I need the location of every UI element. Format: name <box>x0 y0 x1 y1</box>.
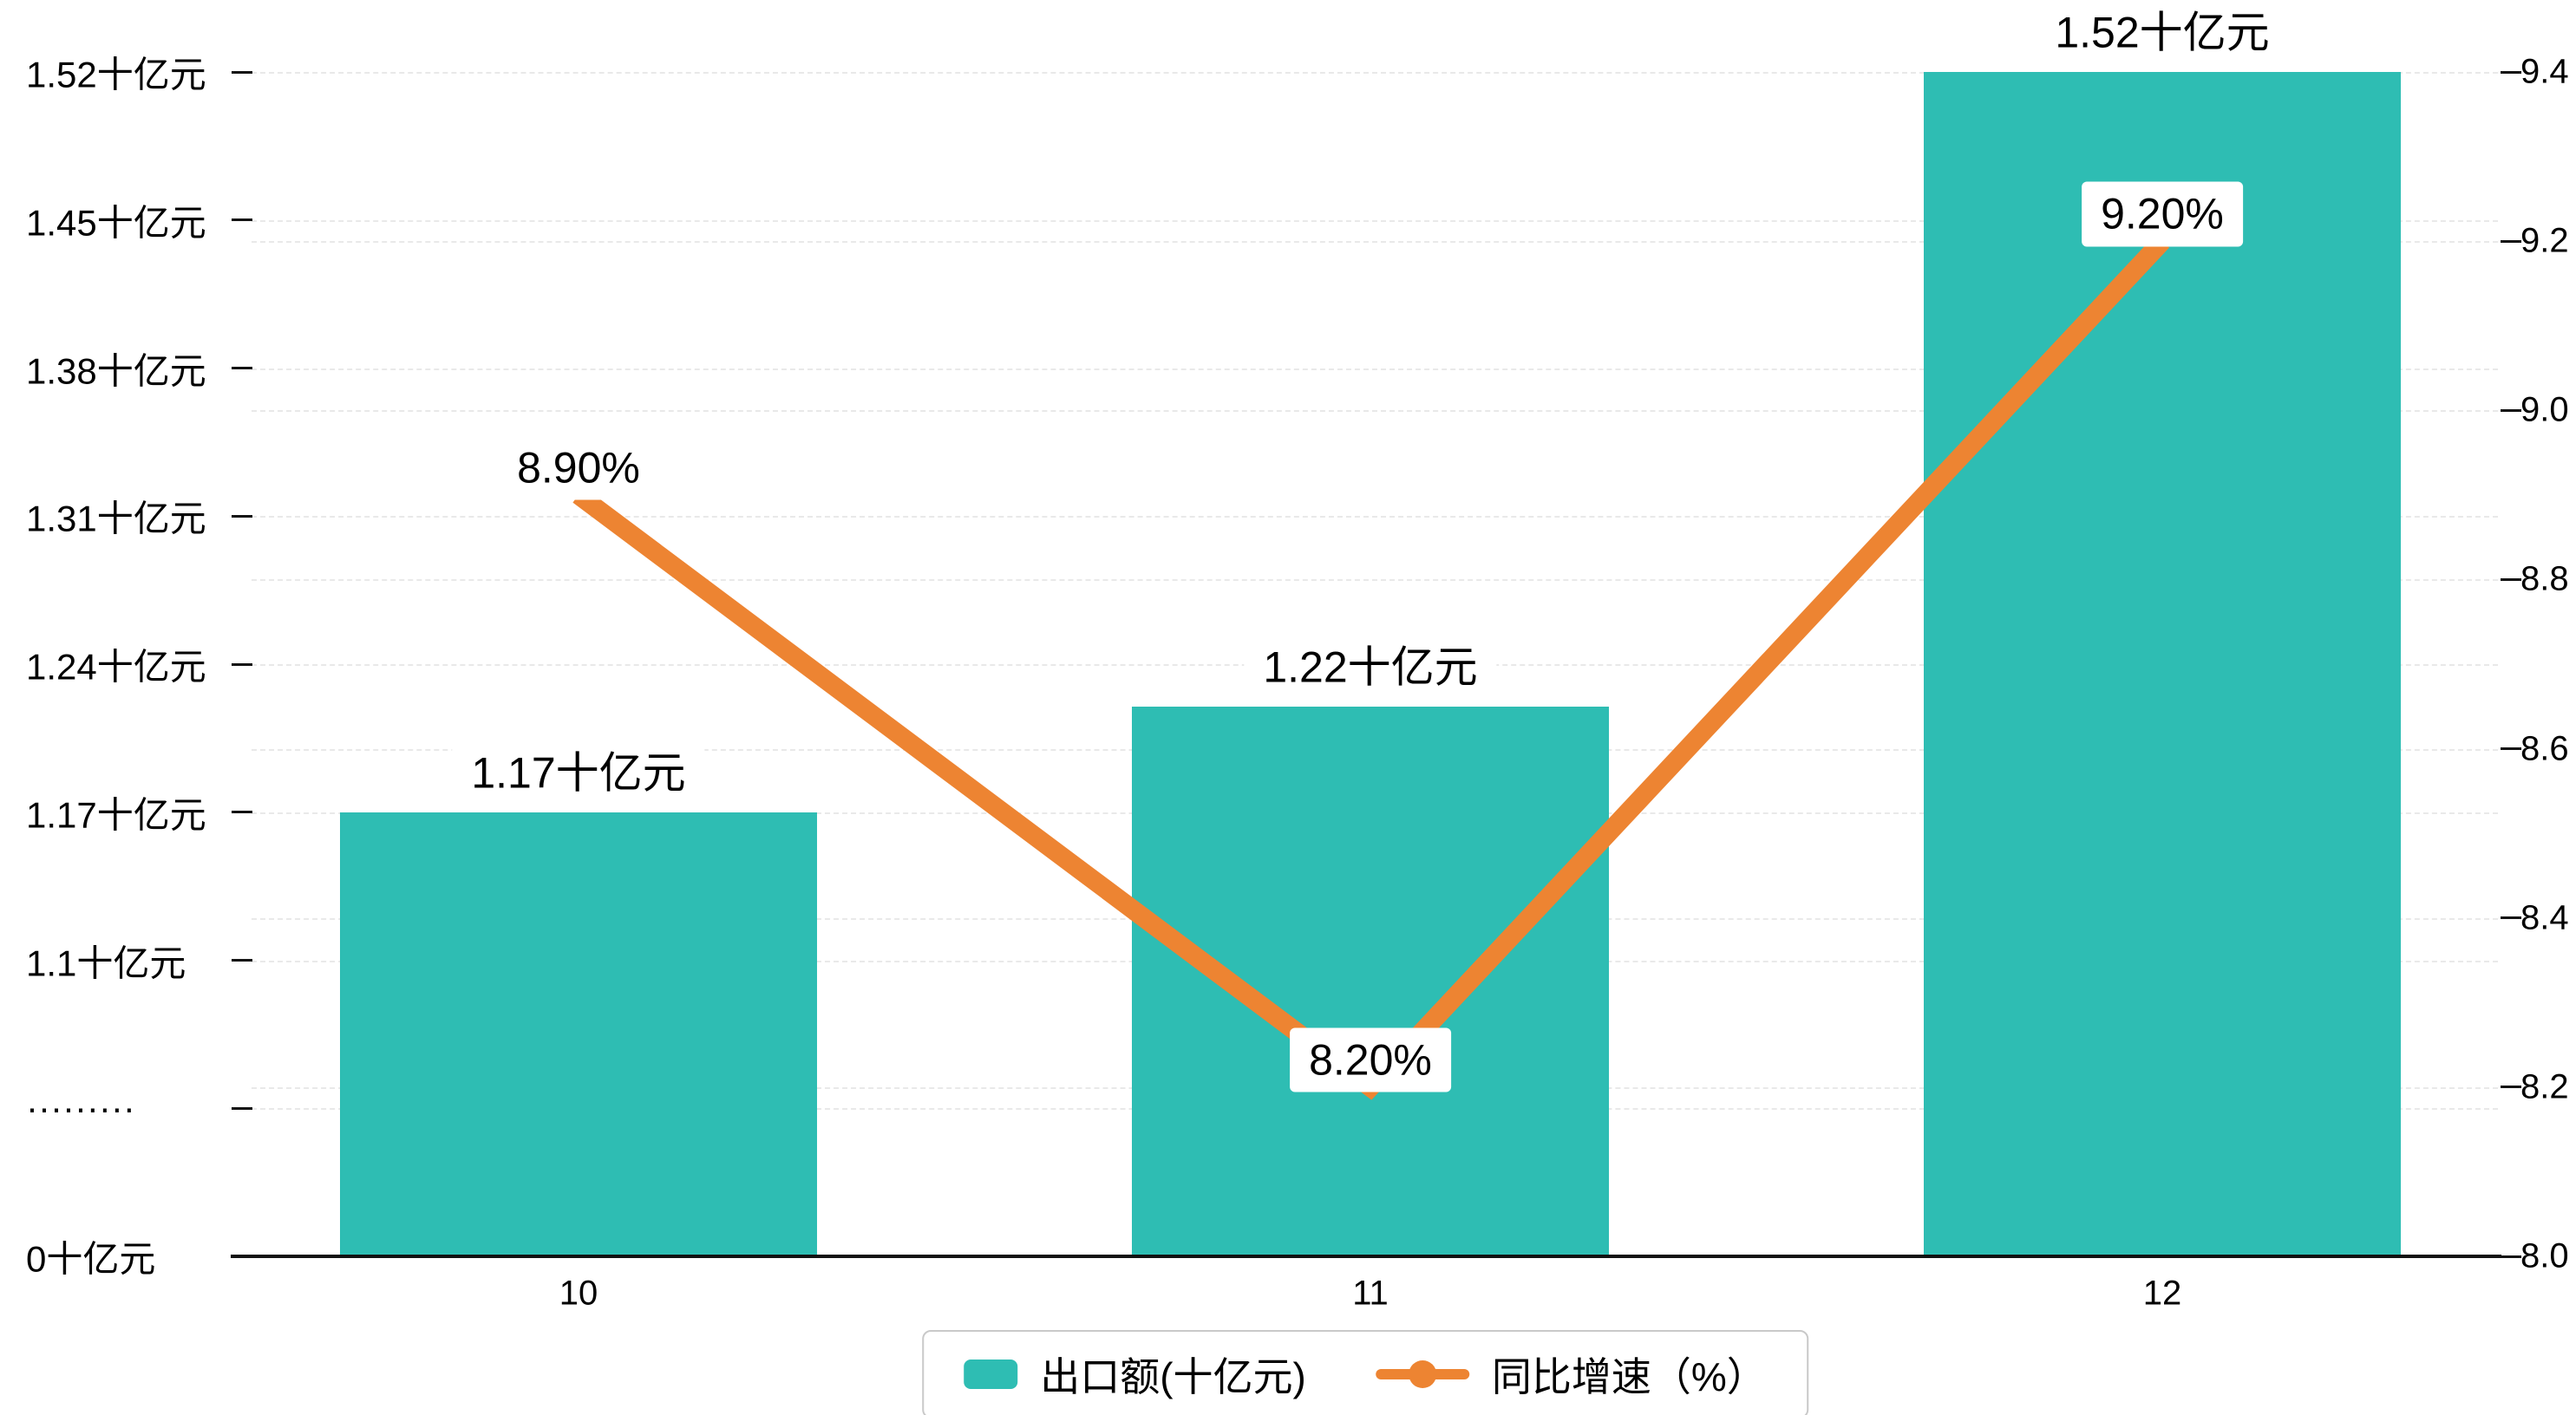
left-axis-tick <box>232 1106 252 1110</box>
bar-11[interactable] <box>1132 706 1609 1256</box>
bar-data-label: 1.22十亿元 <box>1244 635 1497 700</box>
left-axis-label: 1.52十亿元 <box>26 54 206 95</box>
right-axis-label: 8.6 <box>2520 729 2569 768</box>
x-axis-line <box>231 1255 2501 1258</box>
line-series-swatch <box>1375 1360 1469 1388</box>
right-axis-label: 9.0 <box>2520 390 2569 429</box>
right-axis-label: 9.2 <box>2520 221 2569 260</box>
line-data-label: 8.20% <box>1290 1027 1451 1092</box>
gridline <box>252 72 2498 74</box>
right-axis-label: 8.4 <box>2520 898 2569 937</box>
left-axis-tick <box>232 811 252 814</box>
left-axis-tick <box>232 662 252 666</box>
x-axis-label: 10 <box>559 1274 598 1313</box>
line-data-label: 8.90% <box>498 435 659 500</box>
right-axis-label: 9.4 <box>2520 52 2569 91</box>
legend-item-yoy-growth[interactable]: 同比增速（%） <box>1375 1346 1767 1403</box>
right-axis-tick <box>2501 1086 2521 1089</box>
right-axis-tick <box>2501 747 2521 751</box>
line-data-label: 9.20% <box>2082 181 2243 247</box>
right-axis-label: 8.8 <box>2520 559 2569 598</box>
left-axis-label: 0十亿元 <box>26 1238 156 1280</box>
left-axis-label: 1.38十亿元 <box>26 350 206 391</box>
right-axis-tick <box>2501 577 2521 581</box>
left-axis-tick <box>232 514 252 518</box>
line-series-dot-icon <box>1408 1360 1436 1388</box>
left-axis-label: 1.45十亿元 <box>26 202 206 244</box>
left-axis-label: 1.1十亿元 <box>26 942 186 983</box>
right-axis-tick <box>2501 408 2521 412</box>
bar-data-label: 1.17十亿元 <box>452 740 705 805</box>
left-axis-tick <box>232 367 252 369</box>
left-axis-label: 1.31十亿元 <box>26 498 206 539</box>
x-axis-label: 12 <box>2142 1274 2182 1313</box>
right-axis-tick <box>2501 916 2521 920</box>
right-axis-tick <box>2501 1255 2521 1258</box>
right-axis-label: 8.0 <box>2520 1236 2569 1275</box>
legend-label-yoy-growth: 同比增速（%） <box>1491 1354 1767 1399</box>
legend: 出口额(十亿元) 同比增速（%） <box>922 1330 1808 1415</box>
gridline <box>252 220 2498 222</box>
left-axis-tick <box>232 70 252 74</box>
right-axis-tick <box>2501 70 2521 74</box>
bar-10[interactable] <box>340 812 817 1256</box>
left-axis-label: ········· <box>26 1087 135 1129</box>
legend-label-export-value: 出口额(十亿元) <box>1040 1354 1306 1399</box>
x-axis-label: 11 <box>1352 1274 1389 1313</box>
left-axis-tick <box>232 1255 252 1258</box>
bar-12[interactable] <box>1924 72 2401 1256</box>
bar-data-label: 1.52十亿元 <box>2036 0 2289 65</box>
left-axis-label: 1.24十亿元 <box>26 646 206 688</box>
right-axis-label: 8.2 <box>2520 1067 2569 1106</box>
left-axis-label: 1.17十亿元 <box>26 794 206 836</box>
left-axis-tick <box>232 959 252 962</box>
bar-series-swatch <box>964 1360 1018 1389</box>
legend-item-export-value[interactable]: 出口额(十亿元) <box>964 1346 1306 1403</box>
right-axis-tick <box>2501 239 2521 243</box>
left-axis-tick <box>232 218 252 222</box>
